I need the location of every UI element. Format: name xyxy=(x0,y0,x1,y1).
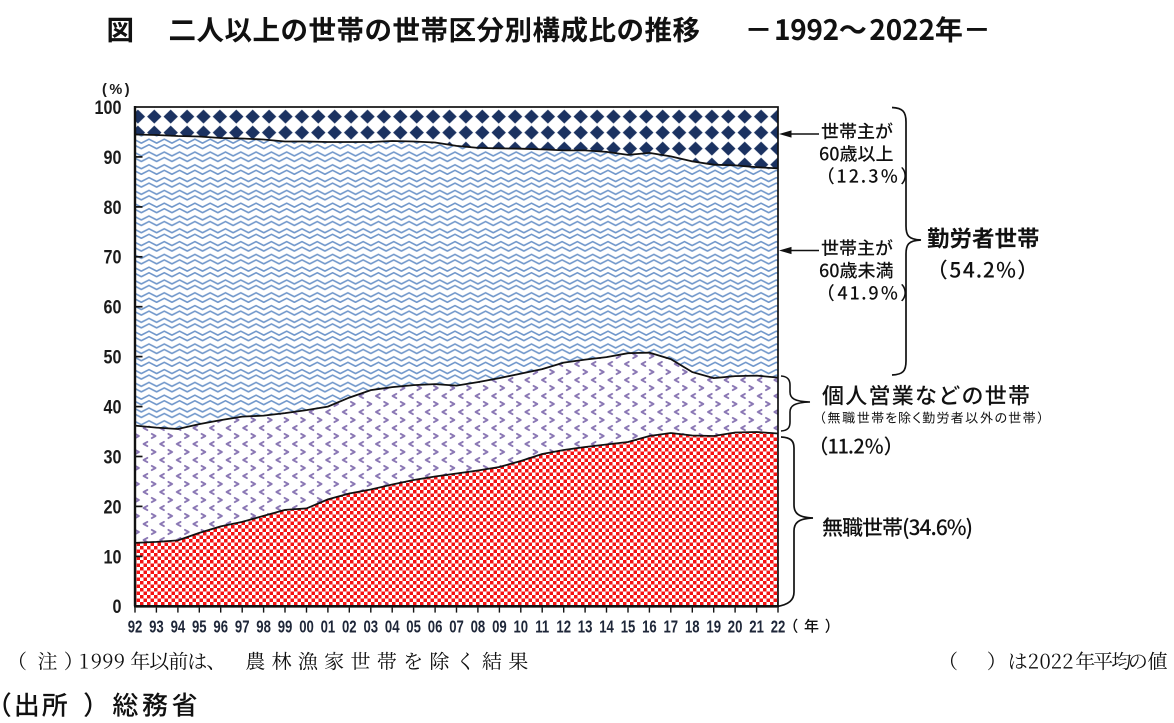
svg-text:15: 15 xyxy=(621,617,636,636)
svg-text:90: 90 xyxy=(104,147,122,169)
svg-text:11: 11 xyxy=(535,617,549,636)
svg-text:07: 07 xyxy=(449,617,464,636)
svg-text:96: 96 xyxy=(213,617,228,636)
svg-text:99: 99 xyxy=(278,617,293,636)
svg-text:02: 02 xyxy=(342,617,357,636)
svg-text:100: 100 xyxy=(95,97,122,119)
svg-text:10: 10 xyxy=(513,617,528,636)
svg-text:09: 09 xyxy=(492,617,507,636)
svg-text:(%): (%) xyxy=(102,82,132,98)
svg-text:94: 94 xyxy=(171,617,186,636)
svg-text:10: 10 xyxy=(104,546,122,568)
svg-text:13: 13 xyxy=(578,617,593,636)
svg-text:22: 22 xyxy=(771,617,786,636)
svg-text:18: 18 xyxy=(685,617,700,636)
svg-text:17: 17 xyxy=(663,617,678,636)
svg-text:16: 16 xyxy=(642,617,657,636)
svg-text:20: 20 xyxy=(104,496,122,518)
svg-text:04: 04 xyxy=(385,617,400,636)
svg-text:08: 08 xyxy=(471,617,486,636)
svg-text:80: 80 xyxy=(104,197,122,219)
svg-text:98: 98 xyxy=(256,617,271,636)
svg-text:14: 14 xyxy=(599,617,614,636)
svg-text:40: 40 xyxy=(104,396,122,418)
svg-text:97: 97 xyxy=(235,617,250,636)
svg-text:05: 05 xyxy=(406,617,421,636)
svg-text:93: 93 xyxy=(149,617,164,636)
svg-text:0: 0 xyxy=(113,596,122,618)
svg-text:92: 92 xyxy=(128,617,143,636)
svg-text:50: 50 xyxy=(104,346,122,368)
svg-text:20: 20 xyxy=(728,617,743,636)
svg-text:21: 21 xyxy=(749,617,764,636)
svg-text:70: 70 xyxy=(104,246,122,268)
svg-text:00: 00 xyxy=(299,617,314,636)
svg-text:03: 03 xyxy=(363,617,378,636)
svg-text:12: 12 xyxy=(556,617,571,636)
svg-text:60: 60 xyxy=(104,296,122,318)
svg-text:06: 06 xyxy=(428,617,443,636)
svg-text:19: 19 xyxy=(706,617,721,636)
svg-text:30: 30 xyxy=(104,446,122,468)
svg-text:01: 01 xyxy=(321,617,336,636)
svg-text:95: 95 xyxy=(192,617,207,636)
